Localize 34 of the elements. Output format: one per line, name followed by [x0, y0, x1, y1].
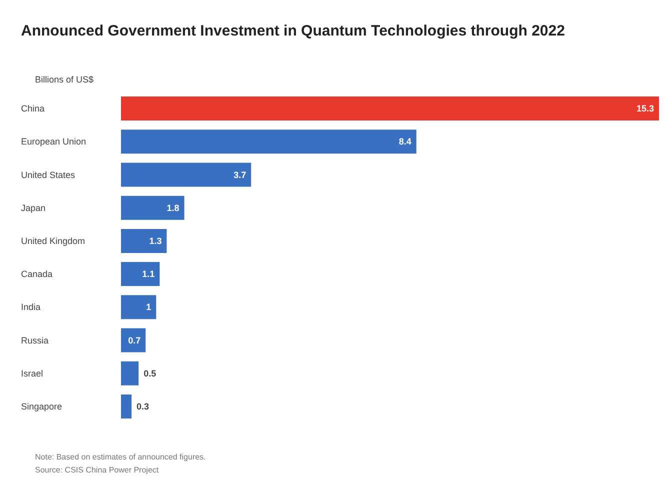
y-tick-label: Canada: [21, 269, 53, 280]
chart-title: Announced Government Investment in Quantum Technologies through 2022: [21, 22, 565, 40]
data-label: 0.7: [128, 335, 141, 346]
data-label: 1.1: [142, 269, 155, 280]
bar: [121, 328, 146, 352]
data-label: 15.3: [636, 104, 654, 114]
bar: [121, 130, 416, 154]
y-tick-label: Japan: [21, 202, 46, 213]
data-label: 3.7: [234, 170, 246, 180]
bar: [121, 394, 132, 418]
data-label: 0.3: [136, 401, 150, 412]
data-label: 8.4: [398, 136, 412, 147]
bar: [121, 162, 252, 187]
chart-subtitle: Billions of US$: [35, 74, 94, 84]
y-tick-label: China: [21, 104, 45, 114]
bar: [121, 228, 167, 253]
bar: [121, 361, 139, 386]
y-tick-label: European Union: [21, 136, 86, 147]
data-label: 1: [146, 302, 152, 312]
bar: [121, 295, 156, 320]
y-tick-label: Russia: [21, 335, 49, 346]
data-label: 0.5: [144, 368, 156, 378]
y-tick-label: India: [21, 302, 41, 312]
text: Note: Based on estimates of announced figures.: [35, 452, 206, 462]
bar: [121, 196, 184, 220]
data-label: 1.3: [149, 236, 162, 246]
y-tick-label: United Kingdom: [21, 236, 86, 246]
bar: [121, 262, 160, 286]
bar: [121, 96, 659, 121]
data-label: 1.8: [166, 202, 180, 213]
y-tick-label: Israel: [21, 368, 44, 378]
y-tick-label: Singapore: [21, 401, 62, 412]
source-note: Source: CSIS China Power Project: [35, 466, 160, 474]
y-tick-label: United States: [21, 170, 76, 180]
